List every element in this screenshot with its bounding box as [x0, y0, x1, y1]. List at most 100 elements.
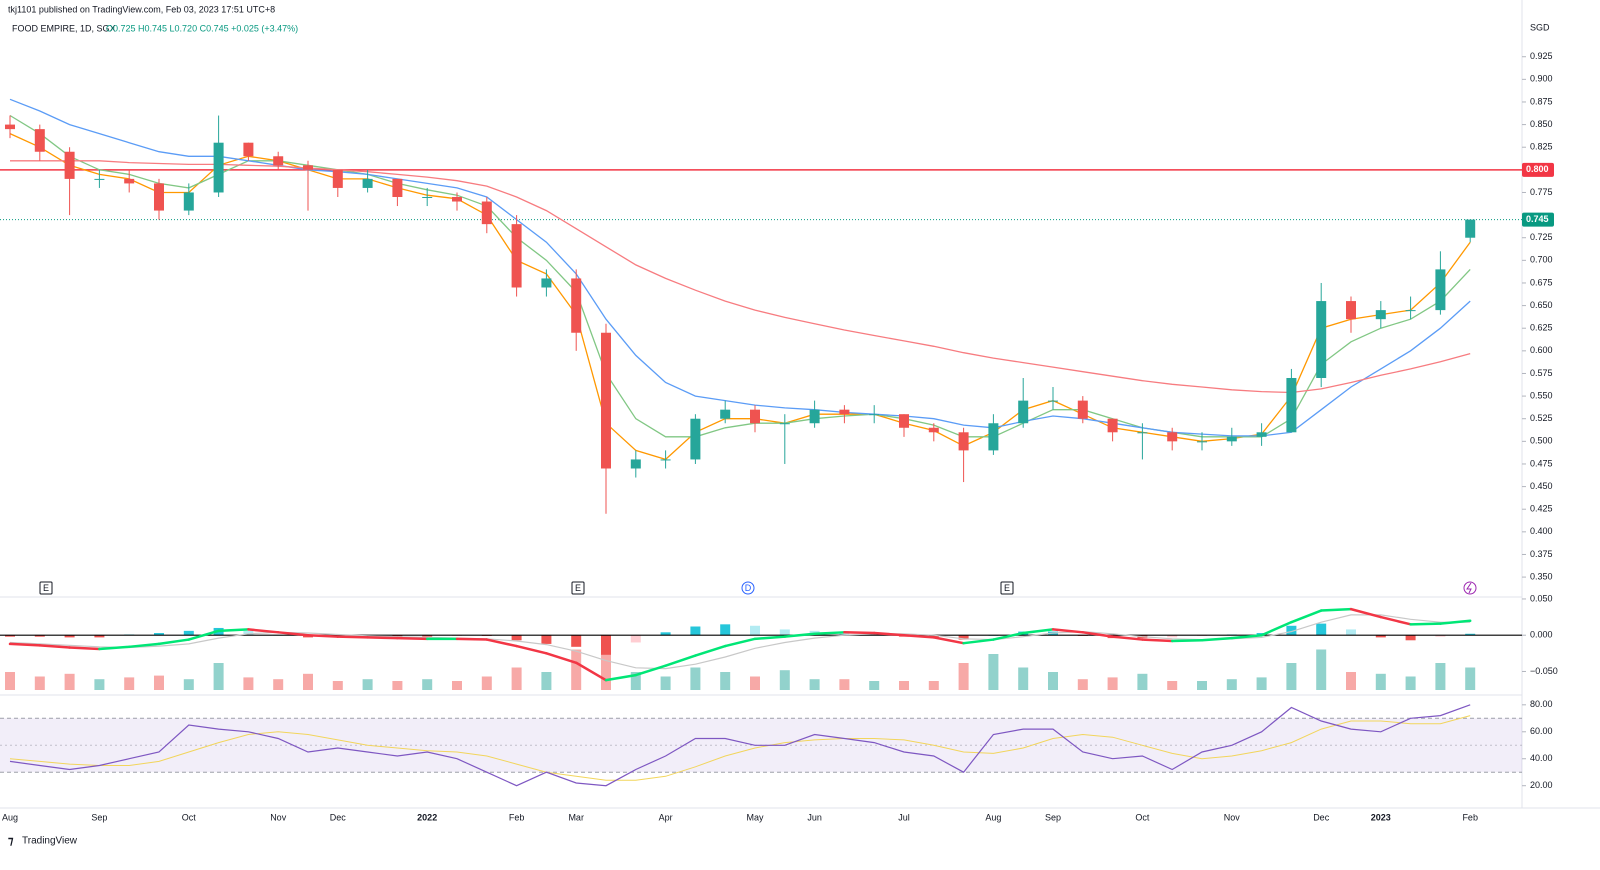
- volume-bar: [1375, 673, 1386, 690]
- moving-average: [9, 133, 1471, 461]
- candle-body: [273, 156, 284, 166]
- macd-segment: [217, 628, 250, 633]
- candle-body: [1226, 436, 1237, 442]
- macd-segment: [1021, 628, 1055, 635]
- volume-bar: [243, 677, 254, 690]
- y-tick-label: 0.775: [1530, 187, 1553, 197]
- volume-bar: [809, 679, 820, 690]
- event-label: E: [575, 583, 581, 593]
- x-tick-label: 2023: [1371, 812, 1391, 822]
- x-tick-label: May: [746, 812, 764, 822]
- macd-segment: [1349, 607, 1383, 619]
- y-tick-label: 0.725: [1530, 232, 1553, 242]
- volume-bar: [303, 673, 313, 690]
- candle-body: [630, 459, 641, 469]
- y-tick-label: 0.850: [1530, 119, 1553, 129]
- y-tick-label: −0.050: [1530, 666, 1558, 676]
- macd-segment: [962, 638, 995, 645]
- macd-segment: [1439, 619, 1472, 625]
- y-tick-label: 20.00: [1530, 780, 1553, 790]
- macd-segment: [396, 636, 429, 641]
- volume-bar: [183, 679, 194, 690]
- event-label: D: [745, 583, 752, 593]
- volume-bar: [1405, 676, 1416, 690]
- macd-segment: [723, 637, 757, 648]
- candle-body: [34, 129, 45, 152]
- ohlc-legend: O0.725 H0.745 L0.720 C0.745 +0.025 (+3.4…: [106, 23, 298, 33]
- event-label: E: [43, 583, 49, 593]
- macd-segment: [1200, 636, 1234, 642]
- histogram-bar: [541, 635, 552, 644]
- candle-body: [511, 224, 522, 288]
- candle-body: [1048, 400, 1058, 402]
- candle-body: [362, 178, 373, 188]
- histogram-bar: [511, 635, 522, 641]
- volume-bar: [422, 679, 433, 690]
- macd-segment: [634, 664, 667, 677]
- y-tick-label: 0.925: [1530, 51, 1553, 61]
- candle-body: [928, 427, 939, 433]
- macd-segment: [1141, 638, 1174, 643]
- y-tick-label: 0.600: [1530, 345, 1553, 355]
- macd-segment: [783, 632, 816, 638]
- histogram-bar: [720, 624, 731, 636]
- macd-segment: [306, 633, 340, 638]
- x-tick-label: Nov: [1224, 812, 1241, 822]
- y-tick-label: 0.650: [1530, 300, 1553, 310]
- histogram-bar: [1346, 629, 1356, 636]
- candle-body: [1197, 441, 1207, 443]
- macd-segment: [545, 652, 578, 665]
- histogram-bar: [64, 635, 75, 638]
- histogram-bar: [243, 630, 254, 636]
- x-tick-label: Oct: [182, 812, 197, 822]
- candle-body: [303, 165, 313, 170]
- macd-segment: [574, 661, 608, 682]
- candle-body: [1435, 269, 1446, 311]
- candle-body: [1286, 377, 1297, 433]
- candle-body: [213, 142, 224, 193]
- macd-segment: [664, 654, 697, 667]
- macd-segment: [187, 629, 220, 641]
- macd-segment: [843, 631, 876, 635]
- candle-body: [899, 414, 909, 428]
- histogram-bar: [1435, 635, 1446, 637]
- volume-bar: [690, 667, 701, 690]
- candle-body: [988, 423, 999, 451]
- candle-body: [571, 278, 582, 333]
- candle-body: [869, 414, 880, 416]
- histogram-bar: [779, 629, 790, 636]
- candle-body: [1375, 310, 1386, 320]
- volume-bar: [541, 672, 552, 690]
- candle-body: [422, 196, 433, 198]
- volume-bar: [750, 676, 760, 690]
- y-tick-label: 0.875: [1530, 96, 1553, 106]
- y-tick-label: 60.00: [1530, 726, 1553, 736]
- y-tick-label: 0.000: [1530, 630, 1553, 640]
- y-tick-label: 0.450: [1530, 481, 1553, 491]
- x-tick-label: Aug: [985, 812, 1001, 822]
- y-tick-label: 0.825: [1530, 142, 1553, 152]
- histogram-bar: [422, 635, 433, 637]
- volume-bar: [1107, 677, 1118, 690]
- candle-body: [94, 178, 105, 180]
- volume-bar: [511, 667, 522, 690]
- candle-body: [839, 409, 850, 415]
- rsi-line: [9, 704, 1471, 787]
- volume-bar: [1435, 663, 1446, 690]
- candle-body: [481, 201, 492, 225]
- histogram-bar: [1316, 623, 1327, 636]
- volume-bar: [988, 654, 999, 690]
- candle-body: [958, 432, 969, 451]
- x-tick-label: Feb: [1462, 812, 1478, 822]
- x-tick-label: Jun: [807, 812, 822, 822]
- histogram-bar: [1286, 625, 1297, 636]
- candle-body: [64, 151, 75, 179]
- macd-segment: [753, 635, 787, 641]
- macd-segment: [247, 628, 280, 634]
- histogram-bar: [94, 635, 105, 638]
- brand-logo: ⁊: [8, 835, 14, 847]
- event-marker: [571, 581, 585, 595]
- volume-bar: [899, 681, 909, 690]
